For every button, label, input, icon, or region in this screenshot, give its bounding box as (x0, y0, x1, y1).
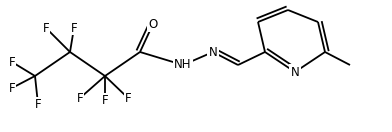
Text: F: F (43, 22, 49, 34)
Text: F: F (9, 55, 15, 69)
Text: O: O (149, 18, 158, 30)
Text: NH: NH (174, 58, 192, 72)
Text: F: F (9, 81, 15, 95)
Text: F: F (125, 91, 131, 105)
Text: F: F (102, 93, 108, 107)
Text: F: F (34, 98, 41, 110)
Text: N: N (209, 46, 218, 58)
Text: N: N (290, 65, 299, 79)
Text: F: F (71, 22, 77, 34)
Text: F: F (77, 91, 83, 105)
